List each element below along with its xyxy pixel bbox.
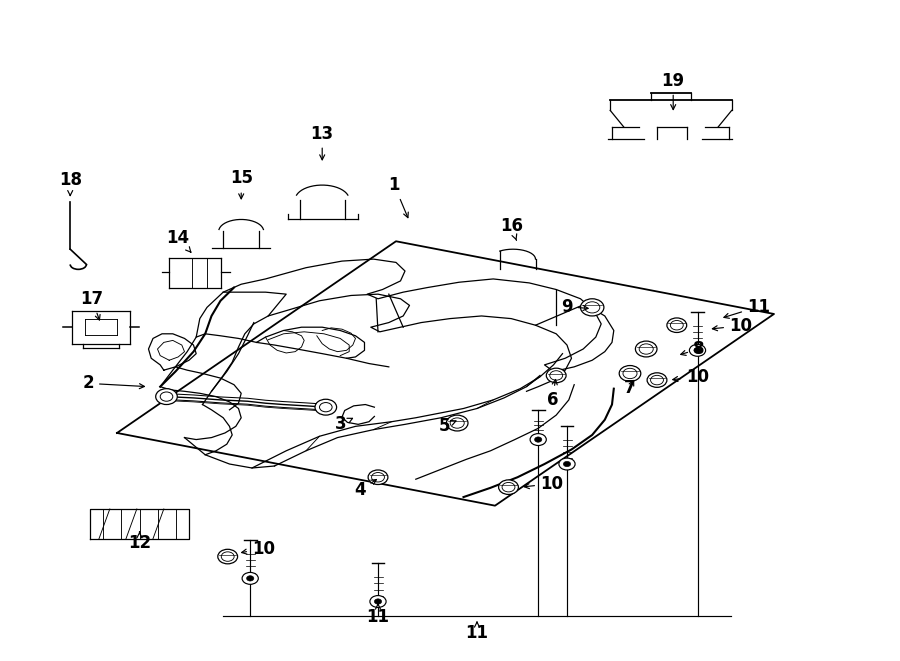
Circle shape: [535, 437, 542, 442]
Circle shape: [667, 318, 687, 332]
Text: 19: 19: [662, 71, 685, 110]
Circle shape: [315, 399, 337, 415]
Circle shape: [368, 470, 388, 485]
Circle shape: [689, 344, 706, 356]
Text: 10: 10: [241, 539, 275, 558]
Circle shape: [374, 599, 382, 604]
Text: 1: 1: [389, 176, 409, 217]
Text: 12: 12: [128, 531, 151, 553]
Circle shape: [242, 572, 258, 584]
Circle shape: [218, 549, 238, 564]
Text: 9: 9: [561, 297, 588, 316]
Text: 2: 2: [83, 374, 144, 393]
Text: 11: 11: [465, 624, 489, 642]
Polygon shape: [117, 241, 774, 506]
Circle shape: [156, 389, 177, 405]
Text: 18: 18: [58, 171, 82, 196]
Circle shape: [546, 368, 566, 383]
Circle shape: [370, 596, 386, 607]
Text: 17: 17: [80, 290, 104, 320]
Text: 10: 10: [713, 317, 752, 335]
Text: 16: 16: [500, 217, 523, 241]
Text: 3: 3: [335, 415, 353, 434]
Circle shape: [530, 434, 546, 446]
Circle shape: [619, 366, 641, 381]
Text: 7: 7: [625, 379, 635, 397]
Text: 6: 6: [546, 379, 558, 409]
Text: 11: 11: [724, 297, 770, 319]
Circle shape: [499, 480, 518, 494]
Text: 10: 10: [525, 475, 563, 493]
Circle shape: [647, 373, 667, 387]
Text: 5: 5: [438, 416, 456, 435]
Circle shape: [247, 576, 254, 581]
Text: 8: 8: [680, 340, 705, 358]
Text: 14: 14: [166, 229, 191, 253]
Circle shape: [559, 458, 575, 470]
Circle shape: [580, 299, 604, 316]
Text: 4: 4: [355, 479, 376, 500]
Text: 11: 11: [366, 604, 390, 626]
Circle shape: [446, 415, 468, 431]
Text: 13: 13: [310, 124, 334, 160]
Text: 15: 15: [230, 169, 253, 199]
Text: 10: 10: [673, 368, 709, 386]
Circle shape: [563, 461, 571, 467]
Circle shape: [694, 348, 701, 353]
Circle shape: [635, 341, 657, 357]
